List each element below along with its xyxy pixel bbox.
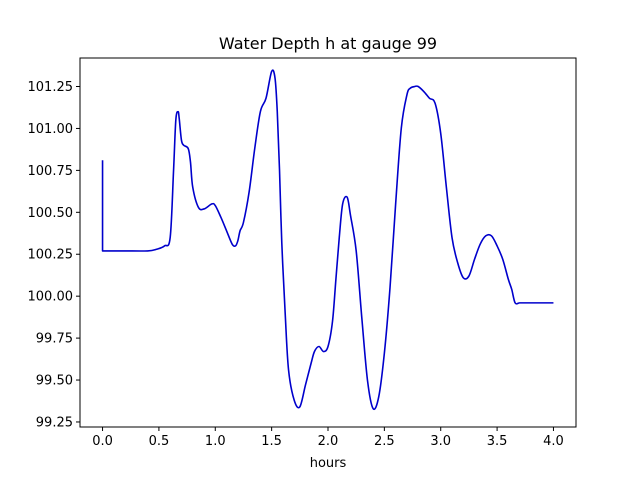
x-tick-label: 2.5 bbox=[374, 434, 395, 449]
y-tick-label: 99.75 bbox=[36, 332, 73, 347]
chart-title: Water Depth h at gauge 99 bbox=[219, 34, 437, 53]
plot-frame bbox=[79, 57, 577, 428]
y-axis: 99.25 99.50 99.75 100.00 100.25 100.50 100.75 1… bbox=[28, 80, 80, 430]
x-tick-label: 4.0 bbox=[543, 434, 564, 449]
y-tick-label: 99.25 bbox=[36, 415, 73, 430]
y-tick-label: 100.50 bbox=[28, 206, 74, 221]
x-tick-label: 1.0 bbox=[205, 434, 226, 449]
y-tick-label: 100.75 bbox=[28, 164, 74, 179]
x-tick-label: 0.0 bbox=[92, 434, 113, 449]
x-tick-label: 3.5 bbox=[487, 434, 508, 449]
y-tick-label: 99.50 bbox=[36, 374, 73, 389]
x-axis-label: hours bbox=[310, 456, 347, 471]
y-tick-label: 101.25 bbox=[28, 80, 74, 95]
x-axis: 0.0 0.5 1.0 1.5 2.0 2.5 3.0 3.5 4.0 bbox=[92, 427, 564, 449]
x-tick-label: 3.0 bbox=[430, 434, 451, 449]
x-tick-label: 0.5 bbox=[149, 434, 170, 449]
x-tick-label: 1.5 bbox=[261, 434, 282, 449]
series-layer bbox=[101, 69, 554, 411]
y-tick-label: 100.00 bbox=[28, 290, 74, 305]
series-line bbox=[101, 69, 554, 411]
y-tick-label: 101.00 bbox=[28, 122, 74, 137]
x-tick-label: 2.0 bbox=[318, 434, 339, 449]
y-tick-label: 100.25 bbox=[28, 248, 74, 263]
